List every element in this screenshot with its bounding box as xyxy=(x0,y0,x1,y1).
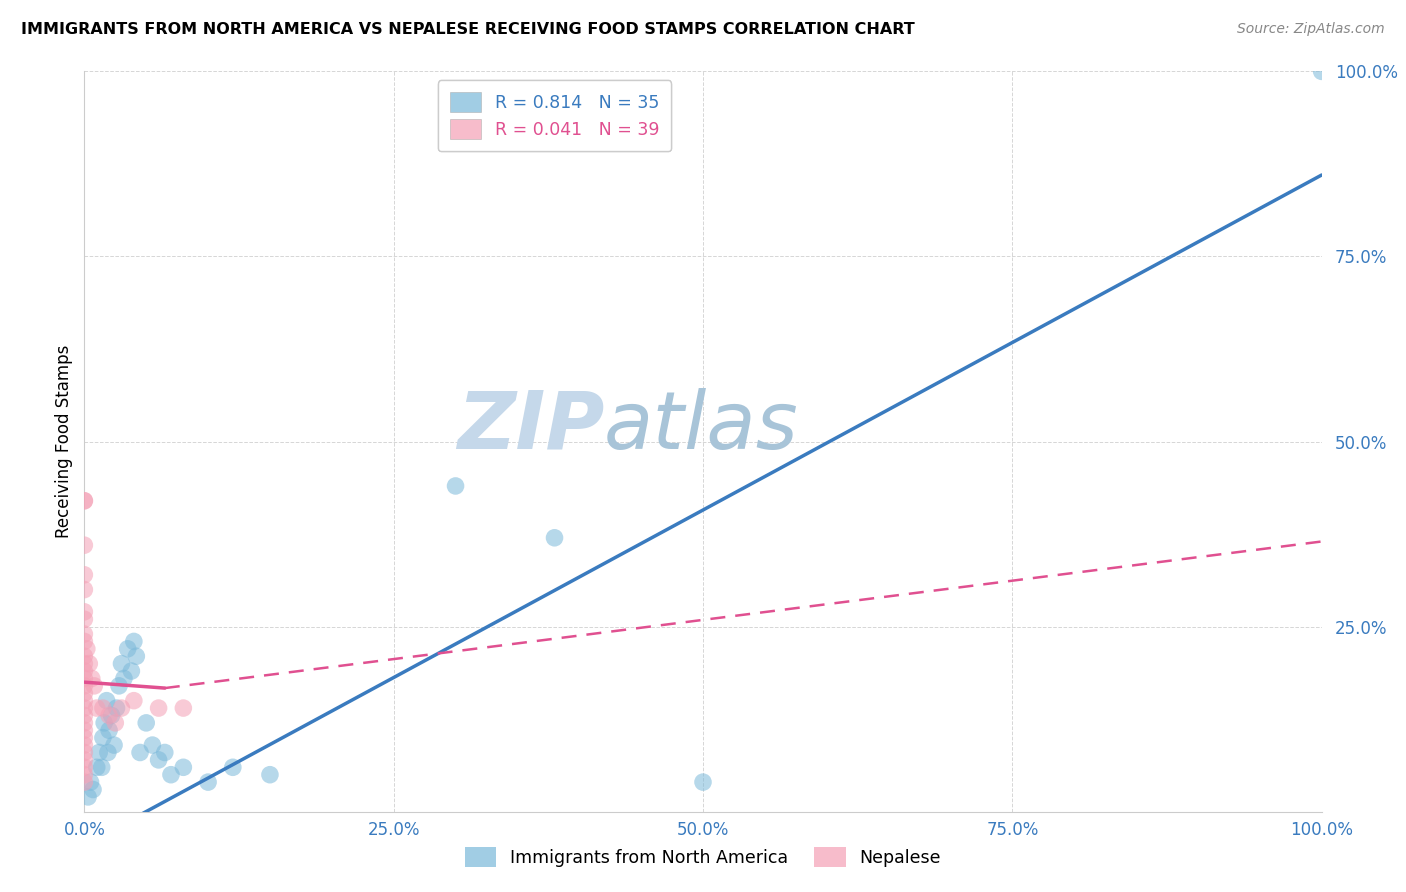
Point xyxy=(692,775,714,789)
Legend: Immigrants from North America, Nepalese: Immigrants from North America, Nepalese xyxy=(458,840,948,874)
Point xyxy=(97,746,120,760)
Point xyxy=(89,746,111,760)
Point xyxy=(259,767,281,781)
Point xyxy=(100,708,122,723)
Point xyxy=(83,679,105,693)
Point xyxy=(122,634,145,648)
Point xyxy=(73,634,96,648)
Point xyxy=(73,775,96,789)
Point xyxy=(73,731,96,745)
Point xyxy=(148,701,170,715)
Legend: R = 0.814   N = 35, R = 0.041   N = 39: R = 0.814 N = 35, R = 0.041 N = 39 xyxy=(437,80,672,152)
Point xyxy=(77,789,100,804)
Point xyxy=(73,679,96,693)
Y-axis label: Receiving Food Stamps: Receiving Food Stamps xyxy=(55,345,73,538)
Point xyxy=(96,694,118,708)
Point xyxy=(73,708,96,723)
Point xyxy=(117,641,139,656)
Point xyxy=(543,531,565,545)
Point xyxy=(141,738,163,752)
Point xyxy=(444,479,467,493)
Point xyxy=(73,738,96,752)
Point xyxy=(73,567,96,582)
Point xyxy=(122,694,145,708)
Point xyxy=(73,493,96,508)
Point xyxy=(79,775,101,789)
Point xyxy=(73,664,96,678)
Point xyxy=(103,738,125,752)
Point xyxy=(160,767,183,781)
Point xyxy=(125,649,148,664)
Point xyxy=(73,723,96,738)
Point xyxy=(105,701,128,715)
Point xyxy=(73,746,96,760)
Text: IMMIGRANTS FROM NORTH AMERICA VS NEPALESE RECEIVING FOOD STAMPS CORRELATION CHAR: IMMIGRANTS FROM NORTH AMERICA VS NEPALES… xyxy=(21,22,915,37)
Point xyxy=(153,746,176,760)
Point xyxy=(93,715,115,730)
Point xyxy=(91,701,114,715)
Point xyxy=(110,701,132,715)
Point xyxy=(73,715,96,730)
Point xyxy=(135,715,157,730)
Point xyxy=(73,701,96,715)
Point xyxy=(73,627,96,641)
Point xyxy=(73,767,96,781)
Point xyxy=(222,760,245,774)
Point xyxy=(91,731,114,745)
Text: ZIP: ZIP xyxy=(457,388,605,466)
Point xyxy=(73,605,96,619)
Point xyxy=(112,672,135,686)
Point xyxy=(73,753,96,767)
Point xyxy=(110,657,132,671)
Point xyxy=(73,694,96,708)
Point xyxy=(80,672,103,686)
Point xyxy=(98,708,121,723)
Point xyxy=(76,641,98,656)
Point xyxy=(108,679,131,693)
Point xyxy=(73,760,96,774)
Text: atlas: atlas xyxy=(605,388,799,466)
Point xyxy=(73,657,96,671)
Point xyxy=(73,538,96,552)
Point xyxy=(86,760,108,774)
Point xyxy=(73,649,96,664)
Point xyxy=(73,672,96,686)
Point xyxy=(148,753,170,767)
Point xyxy=(1310,64,1333,78)
Point xyxy=(82,782,104,797)
Point xyxy=(172,760,194,774)
Point xyxy=(172,701,194,715)
Point xyxy=(104,715,127,730)
Point xyxy=(98,723,121,738)
Point xyxy=(86,701,108,715)
Point xyxy=(129,746,152,760)
Point xyxy=(73,612,96,626)
Point xyxy=(73,686,96,700)
Point xyxy=(73,582,96,597)
Point xyxy=(120,664,142,678)
Text: Source: ZipAtlas.com: Source: ZipAtlas.com xyxy=(1237,22,1385,37)
Point xyxy=(73,493,96,508)
Point xyxy=(90,760,112,774)
Point xyxy=(197,775,219,789)
Point xyxy=(79,657,101,671)
